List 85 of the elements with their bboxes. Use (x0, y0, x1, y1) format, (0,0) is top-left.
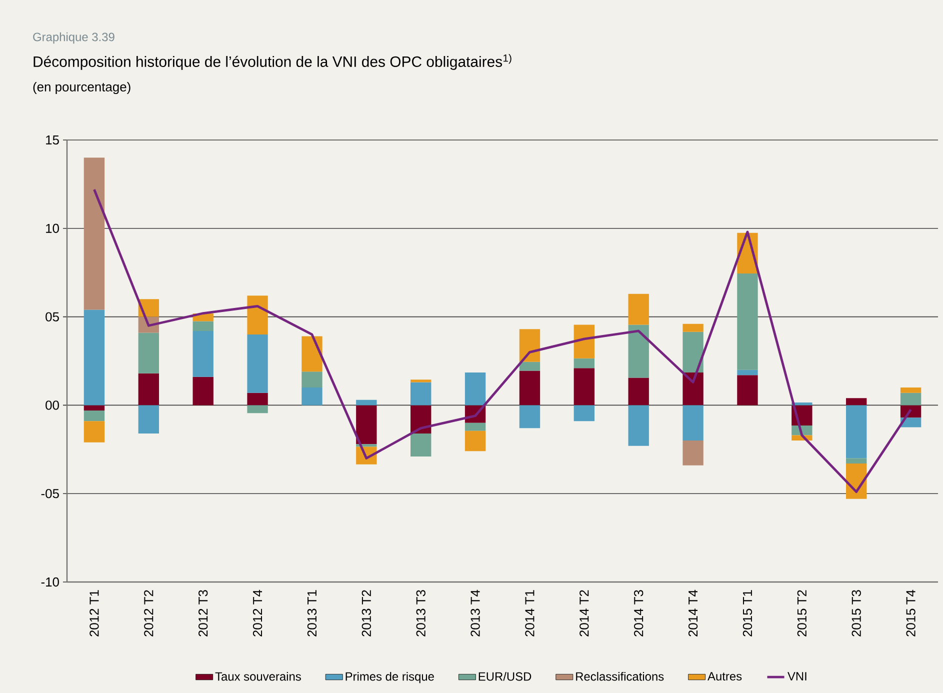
bar (628, 378, 649, 406)
bar (84, 421, 105, 442)
bar (682, 440, 704, 466)
bar (519, 405, 540, 428)
x-tick-label: 2012 T2 (144, 590, 154, 636)
legend-label: Taux souverains (215, 672, 301, 681)
x-tick-label: 2014 T2 (580, 590, 589, 636)
bar (628, 324, 649, 378)
bar (737, 273, 758, 370)
legend-label: Reclassifications (576, 672, 664, 681)
bar (302, 388, 322, 406)
x-tick-label: 2013 T3 (416, 590, 426, 636)
bar (464, 372, 486, 406)
bar (900, 392, 922, 406)
chart-subtitle: (en pourcentage) (33, 82, 130, 94)
x-tick-label: 2015 T1 (742, 590, 752, 636)
y-tick-label: 05 (46, 312, 59, 322)
line-series (93, 188, 912, 494)
legend-label: Autres (708, 672, 742, 681)
x-tick-label: 2012 T3 (198, 590, 208, 636)
bar (192, 330, 214, 377)
bar (302, 372, 322, 388)
x-tick-label: 2015 T3 (852, 590, 861, 636)
bar (682, 372, 704, 406)
bar (574, 368, 595, 406)
y-tick-label: -10 (41, 577, 59, 587)
x-tick-label: 2014 T3 (634, 590, 644, 636)
bar (84, 405, 105, 411)
x-tick-label: 2012 T4 (252, 590, 262, 636)
bar (574, 358, 595, 368)
bar (846, 398, 867, 406)
bar (138, 405, 159, 434)
x-tick-label: 2014 T4 (688, 590, 698, 636)
legend-label: EUR/USD (478, 672, 532, 681)
bar (84, 410, 105, 422)
bar (846, 458, 867, 464)
bar (356, 400, 377, 406)
x-tick-label: 2013 T2 (362, 590, 371, 636)
x-tick-label: 2014 T1 (525, 590, 534, 636)
y-tick-label: 00 (46, 400, 59, 410)
y-tick-label: 10 (46, 224, 59, 233)
legend-label: Primes de risque (346, 672, 434, 684)
bar (737, 375, 758, 406)
bar (302, 336, 322, 372)
bar (574, 324, 595, 358)
bar (356, 405, 377, 444)
y-tick-label: -05 (41, 489, 59, 498)
bar (737, 370, 758, 376)
bar (84, 158, 105, 310)
bar (247, 392, 268, 406)
bar (138, 373, 159, 406)
chart-title: Décomposition historique de l’évolution de la VNI des OPC obligataires$^{1)}$ (34, 54, 512, 70)
bar (192, 321, 214, 331)
bar (682, 324, 704, 332)
x-tick-label: 2013 T4 (470, 590, 480, 636)
bar (682, 332, 704, 372)
bar (138, 332, 159, 374)
bar (519, 329, 540, 362)
bar (410, 405, 432, 434)
bar (574, 405, 595, 422)
x-tick-label: 2015 T4 (906, 590, 916, 636)
bar (84, 310, 105, 406)
x-tick-label: 2012 T1 (90, 590, 99, 636)
bar (682, 405, 704, 441)
x-tick-label: 2015 T2 (797, 590, 806, 636)
bar (464, 430, 486, 452)
bar (464, 422, 486, 431)
y-tick-label: 15 (46, 135, 59, 145)
text: Graphique 3.39 (33, 32, 114, 44)
bar (519, 362, 540, 371)
bar (410, 382, 432, 406)
x-tick-label: 2013 T1 (307, 590, 317, 636)
bar (247, 334, 268, 393)
bar (628, 405, 649, 446)
bar (900, 405, 922, 418)
bar (410, 433, 432, 456)
legend-label: VNI (788, 672, 806, 680)
bar (628, 294, 649, 325)
bar (846, 405, 867, 458)
bar (410, 380, 432, 382)
bar (192, 376, 214, 406)
bar (900, 388, 922, 393)
bar (247, 405, 268, 414)
bar (247, 296, 268, 334)
bar (519, 370, 540, 406)
